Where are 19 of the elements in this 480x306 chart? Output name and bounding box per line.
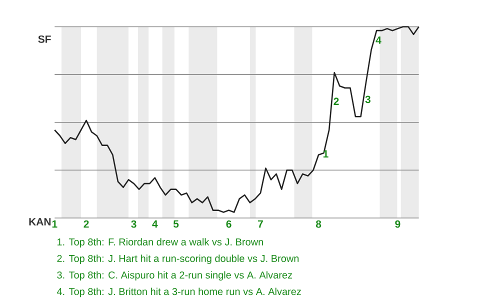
- ref-line-label: SF: [38, 36, 51, 43]
- x-tick-label: 6: [226, 220, 232, 228]
- x-tick-label: 3: [131, 220, 136, 228]
- text: 3. Top 8th: C. Aispuro hit a 2-run single vs A. Alvarez: [57, 271, 292, 281]
- x-tick-label: 5: [173, 220, 179, 228]
- x-tick-label: 1: [52, 220, 58, 228]
- annotation: 1: [323, 150, 328, 158]
- x-tick-label: 2: [84, 220, 89, 228]
- text: 4. Top 8th: J. Britton hit a 3-run home run vs A. Alvarez: [56, 288, 301, 298]
- text: 2. Top 8th: J. Hart hit a run-scoring double vs J. Brown: [57, 254, 299, 264]
- x-tick-label: 7: [258, 220, 263, 228]
- x-tick-label: 8: [316, 220, 322, 228]
- ref-line-label: KAN: [29, 218, 51, 226]
- text: 1. Top 8th: F. Riordan drew a walk vs J. Brown: [57, 238, 263, 248]
- annotation: 3: [365, 96, 370, 104]
- annotation: 4: [376, 36, 382, 44]
- x-tick-label: 9: [395, 220, 400, 228]
- annotation: 2: [334, 98, 339, 106]
- x-tick-label: 4: [152, 220, 158, 228]
